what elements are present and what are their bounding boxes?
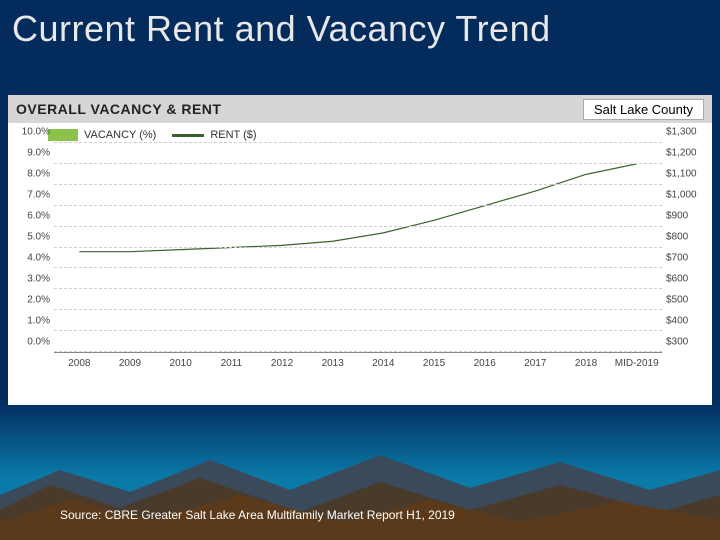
y-right-tick: $900 [666,211,704,222]
plot-area [54,143,662,353]
y-right-tick: $1,000 [666,190,704,201]
y-left-tick: 8.0% [16,169,50,180]
legend-swatch-line [172,134,204,137]
y-left-tick: 1.0% [16,316,50,327]
source-text: Source: CBRE Greater Salt Lake Area Mult… [60,508,455,522]
x-label: 2018 [561,358,612,369]
y-right-tick: $1,200 [666,148,704,159]
x-label: 2015 [409,358,460,369]
legend-line-label: RENT ($) [210,129,256,141]
y-left-tick: 4.0% [16,253,50,264]
x-axis-labels: 2008200920102011201220132014201520162017… [54,358,662,369]
county-label: Salt Lake County [583,99,704,120]
y-left-tick: 10.0% [16,127,50,138]
section-title: OVERALL VACANCY & RENT [16,101,221,117]
y-left-tick: 6.0% [16,211,50,222]
y-axis-left: 0.0% 1.0% 2.0% 3.0% 4.0% 5.0% 6.0% 7.0% 8.0% 9.0%… [16,143,50,353]
x-label: 2008 [54,358,105,369]
y-right-tick: $1,100 [666,169,704,180]
legend-vacancy: VACANCY (%) [48,129,156,141]
y-left-tick: 2.0% [16,295,50,306]
x-label: 2016 [459,358,510,369]
bars-container [54,143,662,352]
y-left-tick: 9.0% [16,148,50,159]
x-label: 2013 [307,358,358,369]
y-right-tick: $700 [666,253,704,264]
chart-plot: 0.0% 1.0% 2.0% 3.0% 4.0% 5.0% 6.0% 7.0% 8.0% 9.0%… [16,143,704,373]
chart-legend: VACANCY (%) RENT ($) [8,123,712,143]
chart-panel: OVERALL VACANCY & RENT Salt Lake County … [8,95,712,405]
legend-bar-label: VACANCY (%) [84,129,156,141]
x-label: MID-2019 [611,358,662,369]
y-left-tick: 7.0% [16,190,50,201]
x-label: 2017 [510,358,561,369]
legend-rent: RENT ($) [172,129,256,141]
y-right-tick: $600 [666,274,704,285]
y-axis-right: $300 $400 $500 $600 $700 $800 $900 $1,000 $1,100… [666,143,704,353]
page-title: Current Rent and Vacancy Trend [0,0,720,56]
x-label: 2011 [206,358,257,369]
y-right-tick: $1,300 [666,127,704,138]
legend-swatch-bar [48,129,78,141]
y-left-tick: 3.0% [16,274,50,285]
chart-header: OVERALL VACANCY & RENT Salt Lake County [8,95,712,123]
y-right-tick: $400 [666,316,704,327]
y-left-tick: 5.0% [16,232,50,243]
y-right-tick: $300 [666,337,704,348]
x-label: 2010 [155,358,206,369]
x-label: 2009 [105,358,156,369]
y-left-tick: 0.0% [16,337,50,348]
y-right-tick: $500 [666,295,704,306]
x-label: 2012 [257,358,308,369]
y-right-tick: $800 [666,232,704,243]
x-label: 2014 [358,358,409,369]
